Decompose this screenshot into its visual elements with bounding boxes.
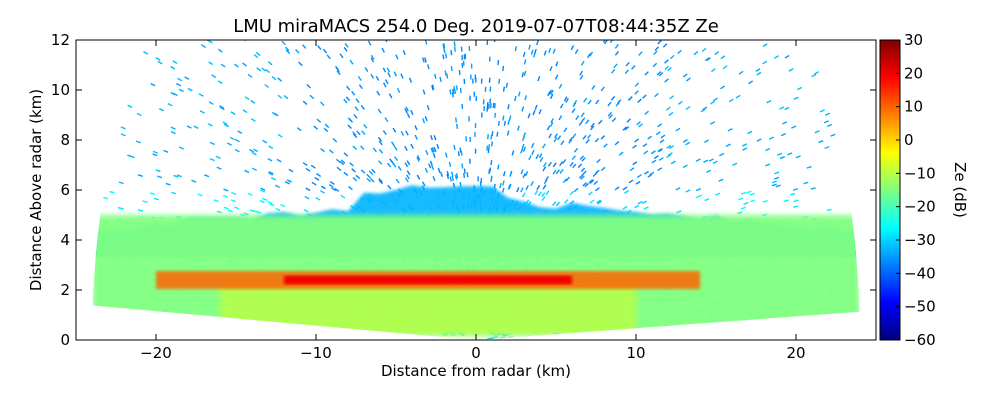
colorbar-tick-label: 0: [904, 131, 914, 149]
colorbar-label: Ze (dB): [951, 162, 969, 218]
colorbar-tick-label: 10: [904, 98, 923, 116]
y-tick-label: 6: [60, 181, 70, 199]
x-tick-label: 10: [626, 344, 645, 362]
x-tick-label: 0: [471, 344, 481, 362]
y-tick-label: 8: [60, 131, 70, 149]
colorbar-tick-label: 20: [904, 64, 923, 82]
radar-data: [92, 0, 860, 340]
colorbar-tick-label: −40: [904, 264, 936, 282]
x-tick-label: 20: [786, 344, 805, 362]
colorbar-tick-label: −60: [904, 331, 936, 349]
x-axis-label: Distance from radar (km): [381, 362, 571, 380]
colorbar-tick-label: 30: [904, 31, 923, 49]
x-tick-label: −10: [300, 344, 332, 362]
x-tick-label: −20: [140, 344, 172, 362]
y-axis-label: Distance Above radar (km): [27, 89, 45, 291]
colorbar: [880, 40, 900, 340]
chart-title: LMU miraMACS 254.0 Deg. 2019-07-07T08:44…: [233, 16, 719, 37]
melting-layer: [284, 276, 572, 285]
y-tick-label: 12: [51, 31, 70, 49]
colorbar-tick-label: −50: [904, 298, 936, 316]
colorbar-axis: 30 20 10 0 −10 −20 −30 −40 −50 −60: [896, 31, 936, 349]
colorbar-tick-label: −20: [904, 198, 936, 216]
y-tick-label: 10: [51, 81, 70, 99]
y-tick-label: 0: [60, 331, 70, 349]
colorbar-tick-label: −10: [904, 164, 936, 182]
rain-layer: [220, 285, 636, 335]
y-tick-label: 4: [60, 231, 70, 249]
colorbar-tick-label: −30: [904, 231, 936, 249]
y-tick-label: 2: [60, 281, 70, 299]
